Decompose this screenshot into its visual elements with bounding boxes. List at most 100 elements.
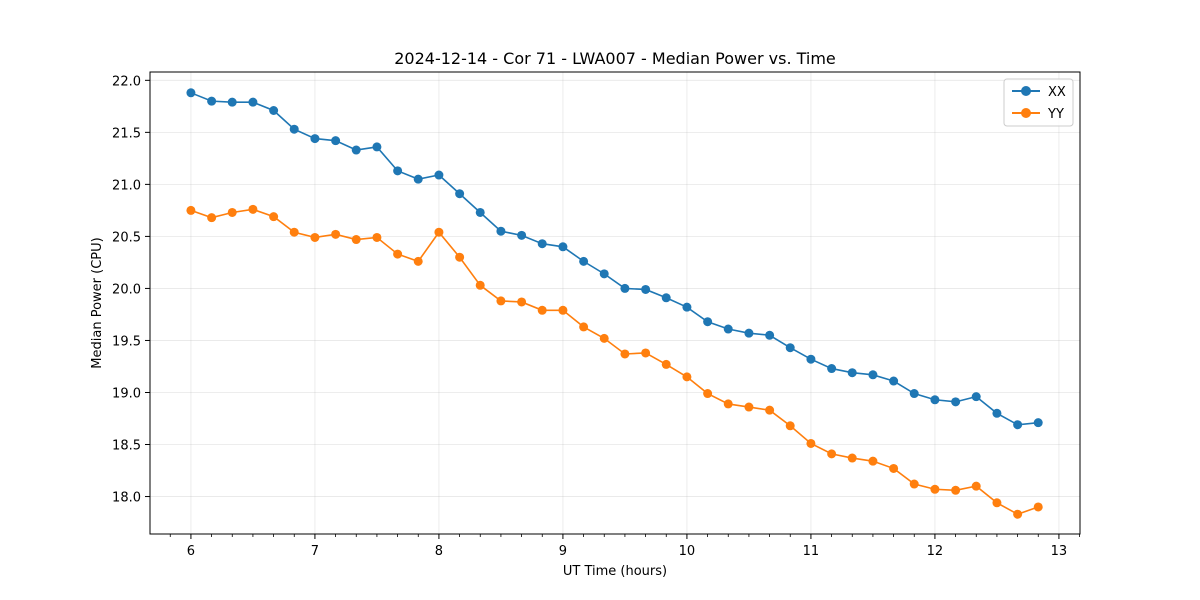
data-point-yy (517, 297, 527, 307)
x-tick-label: 8 (435, 544, 443, 559)
data-point-yy (806, 438, 816, 448)
data-point-yy (289, 227, 299, 237)
data-point-xx (620, 283, 630, 293)
data-point-xx (558, 242, 568, 252)
data-point-xx (372, 142, 382, 152)
data-point-yy (537, 305, 547, 315)
data-point-xx (269, 106, 279, 115)
data-point-yy (723, 399, 733, 409)
series-layer (186, 88, 1043, 519)
data-point-xx (951, 397, 961, 407)
data-point-xx (537, 239, 547, 249)
data-point-xx (909, 389, 919, 399)
data-point-yy (558, 305, 568, 315)
data-point-xx (971, 392, 981, 402)
x-tick-label: 7 (311, 544, 319, 559)
data-point-yy (310, 232, 320, 242)
data-point-yy (744, 402, 754, 412)
data-point-yy (207, 213, 217, 223)
grid-lines (150, 72, 1080, 534)
data-point-xx (703, 317, 713, 327)
data-point-yy (661, 359, 671, 369)
data-point-xx (413, 174, 423, 184)
data-point-xx (930, 395, 940, 405)
data-point-yy (1033, 502, 1043, 512)
x-tick-label: 9 (559, 544, 567, 559)
data-point-yy (992, 498, 1002, 508)
data-point-yy (248, 204, 258, 214)
data-point-yy (331, 229, 341, 239)
data-point-xx (207, 96, 217, 106)
data-point-yy (372, 232, 382, 242)
data-point-xx (599, 269, 609, 279)
data-point-xx (723, 324, 733, 334)
y-tick-label: 19.0 (112, 386, 141, 401)
data-point-yy (434, 227, 444, 237)
data-point-yy (703, 389, 713, 399)
x-tick-label: 13 (1051, 544, 1068, 559)
data-point-xx (455, 189, 465, 199)
x-tick-label: 12 (927, 544, 944, 559)
data-point-xx (289, 124, 299, 134)
data-point-yy (579, 322, 589, 332)
data-point-xx (682, 302, 692, 312)
y-tick-label: 22.0 (112, 74, 141, 89)
data-point-xx (248, 97, 258, 107)
data-point-xx (868, 370, 878, 380)
data-point-xx (393, 166, 403, 176)
data-point-xx (579, 256, 589, 266)
data-point-yy (868, 456, 878, 466)
data-point-xx (765, 330, 775, 340)
data-point-yy (393, 249, 403, 259)
y-tick-label: 18.5 (112, 439, 141, 454)
data-point-yy (930, 484, 940, 494)
y-tick-label: 19.5 (112, 334, 141, 349)
x-axis-label: UT Time (hours) (563, 564, 667, 579)
data-point-xx (351, 145, 361, 155)
data-point-xx (475, 207, 485, 217)
y-tick-label: 20.0 (112, 282, 141, 297)
legend-label-yy: YY (1047, 107, 1064, 122)
y-axis-label: Median Power (CPU) (90, 237, 105, 368)
plot-frame (149, 71, 1081, 535)
data-point-xx (434, 170, 444, 180)
data-point-yy (765, 405, 775, 415)
data-point-yy (455, 252, 465, 262)
legend-label-xx: XX (1048, 85, 1066, 100)
chart-title: 2024-12-14 - Cor 71 - LWA007 - Median Po… (394, 49, 836, 68)
data-point-xx (744, 328, 754, 338)
legend: XX YY (1003, 78, 1074, 127)
y-tick-label: 20.5 (112, 230, 141, 245)
data-point-yy (682, 372, 692, 382)
data-point-yy (1013, 509, 1023, 519)
data-point-xx (889, 376, 899, 386)
legend-marker-yy (1021, 108, 1031, 118)
data-point-xx (1033, 418, 1043, 428)
data-point-xx (227, 97, 237, 107)
data-point-xx (641, 284, 651, 294)
data-point-xx (661, 293, 671, 303)
data-point-xx (496, 226, 506, 236)
data-point-yy (847, 453, 857, 463)
data-point-yy (641, 348, 651, 358)
data-point-yy (599, 333, 609, 343)
data-point-xx (992, 408, 1002, 418)
data-point-xx (1013, 420, 1023, 430)
y-tick-label: 18.0 (112, 491, 141, 506)
data-point-xx (785, 343, 795, 353)
y-tick-label: 21.5 (112, 126, 141, 141)
data-point-yy (909, 479, 919, 489)
data-point-xx (847, 368, 857, 378)
data-point-xx (331, 136, 341, 146)
data-point-yy (971, 481, 981, 491)
data-point-yy (827, 449, 837, 459)
data-point-yy (951, 485, 961, 495)
data-point-xx (310, 134, 320, 144)
data-point-yy (889, 463, 899, 473)
data-point-yy (227, 207, 237, 217)
x-tick-label: 11 (803, 544, 820, 559)
axes: 6 7 8 9 10 11 12 13 18.0 18.5 19.0 19.5 20.0 20.5 21.0… (112, 74, 1080, 559)
data-point-xx (186, 88, 196, 98)
data-point-yy (785, 421, 795, 431)
